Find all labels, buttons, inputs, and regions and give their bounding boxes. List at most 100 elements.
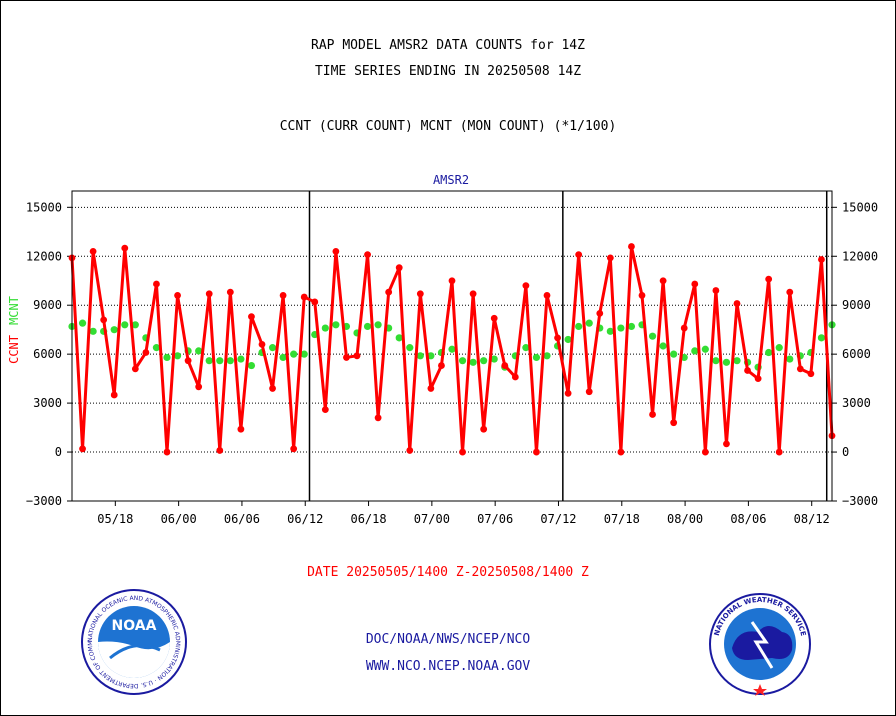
x-tick-label: 07/18	[604, 512, 640, 526]
ccnt-point	[807, 370, 815, 378]
mcnt-point	[268, 344, 277, 352]
mcnt-point	[606, 327, 614, 335]
footer-org: DOC/NOAA/NWS/NCEP/NCO	[365, 632, 531, 647]
mcnt-point	[121, 321, 129, 329]
mcnt-point	[659, 342, 667, 350]
ccnt-point	[786, 288, 794, 296]
mcnt-point	[480, 357, 488, 365]
ccnt-point	[100, 316, 108, 324]
date-range: DATE 20250505/1400 Z-20250508/1400 Z	[307, 565, 589, 580]
ccnt-point	[649, 411, 656, 418]
ccnt-point	[385, 288, 393, 296]
ylabel-mcnt: MCNT	[7, 296, 21, 325]
y-tick-label-right: 6000	[842, 347, 871, 361]
ccnt-point	[353, 352, 361, 360]
mcnt-point	[290, 350, 298, 358]
ccnt-point	[775, 448, 783, 456]
mcnt-point	[300, 350, 308, 358]
footer-url[interactable]: WWW.NCO.NCEP.NOAA.GOV	[365, 659, 531, 674]
noaa-logo-text: NOAA	[112, 618, 157, 634]
mcnt-point	[247, 361, 256, 370]
ccnt-point	[279, 292, 287, 299]
mcnt-point	[712, 357, 720, 365]
ccnt-point	[110, 391, 118, 399]
mcnt-point	[490, 355, 498, 363]
ccnt-point	[343, 354, 350, 361]
ccnt-point	[79, 445, 86, 453]
mcnt-point	[522, 344, 530, 352]
mcnt-point	[279, 353, 287, 362]
ccnt-point	[480, 425, 488, 433]
panel-title: AMSR2	[433, 173, 469, 187]
y-tick-label-right: 0	[842, 445, 849, 459]
mcnt-point	[427, 352, 435, 360]
mcnt-point	[627, 322, 636, 331]
ccnt-point	[638, 292, 646, 299]
y-tick-label-left: 0	[55, 445, 62, 459]
mcnt-point	[374, 321, 382, 329]
series-description: CCNT (CURR COUNT) MCNT (MON COUNT) (*1/1…	[279, 119, 617, 134]
ccnt-point	[691, 280, 699, 288]
mcnt-point	[89, 327, 97, 335]
x-tick-label: 06/06	[224, 512, 260, 526]
mcnt-point	[543, 352, 551, 360]
mcnt-point	[648, 332, 657, 340]
mcnt-point	[585, 319, 593, 327]
mcnt-point	[670, 350, 678, 358]
y-tick-label-left: 15000	[26, 200, 62, 214]
ccnt-point	[659, 277, 667, 285]
mcnt-point	[110, 326, 118, 334]
mcnt-point	[765, 348, 773, 357]
mcnt-point	[817, 334, 826, 342]
ccnt-point	[332, 247, 340, 255]
mcnt-point	[78, 319, 87, 327]
ccnt-point	[131, 365, 139, 373]
mcnt-point	[152, 344, 161, 352]
ccnt-point	[248, 313, 255, 321]
x-tick-label: 08/06	[730, 512, 766, 526]
noaa-logo: NOAA NATIONAL OCEANIC AND ATMOSPHERIC AD…	[80, 588, 187, 695]
y-tick-label-right: 9000	[842, 298, 871, 312]
ccnt-point	[374, 414, 382, 422]
mcnt-point	[733, 357, 741, 365]
mcnt-point	[321, 324, 329, 332]
ccnt-point	[290, 445, 298, 453]
ccnt-point	[174, 292, 181, 299]
mcnt-point	[448, 345, 456, 353]
svg-text:CCNTMCNT: CCNT MCNT	[7, 296, 21, 364]
ccnt-point	[606, 254, 614, 262]
ccnt-point	[543, 292, 551, 299]
mcnt-point	[786, 355, 794, 363]
mcnt-point	[363, 322, 372, 331]
mcnt-point	[332, 321, 340, 329]
ccnt-point	[670, 419, 678, 427]
ylabel-ccnt: CCNT	[7, 335, 21, 364]
x-tick-label: 07/12	[540, 512, 576, 526]
ccnt-point	[469, 290, 477, 298]
x-tick-label: 08/12	[794, 512, 830, 526]
ccnt-point	[364, 251, 371, 259]
ccnt-point	[448, 277, 456, 285]
mcnt-point	[722, 358, 731, 366]
series-layer	[68, 243, 836, 456]
mcnt-point	[131, 321, 139, 329]
mcnt-point	[691, 347, 699, 355]
mcnt-point	[395, 334, 403, 342]
ccnt-point	[184, 357, 192, 365]
y-tick-label-right: 15000	[842, 200, 878, 214]
x-tick-label: 08/00	[667, 512, 703, 526]
mcnt-point	[775, 344, 783, 352]
ccnt-point	[258, 340, 266, 348]
ccnt-point	[701, 448, 709, 456]
y-tick-label-right: 12000	[842, 249, 878, 263]
ccnt-point	[818, 256, 825, 263]
mcnt-point	[205, 357, 213, 365]
y-tick-label-right: −3000	[842, 494, 878, 508]
x-axis: 05/18 06/00 06/06 06/12 06/18 07/00 07/06 07/12…	[97, 501, 830, 526]
nws-logo: NATIONAL WEATHER SERVICE	[709, 593, 811, 696]
y-tick-label-left: 6000	[33, 347, 62, 361]
ccnt-point	[522, 282, 530, 290]
y-tick-label-left: 9000	[33, 298, 62, 312]
ccnt-point	[416, 290, 424, 298]
